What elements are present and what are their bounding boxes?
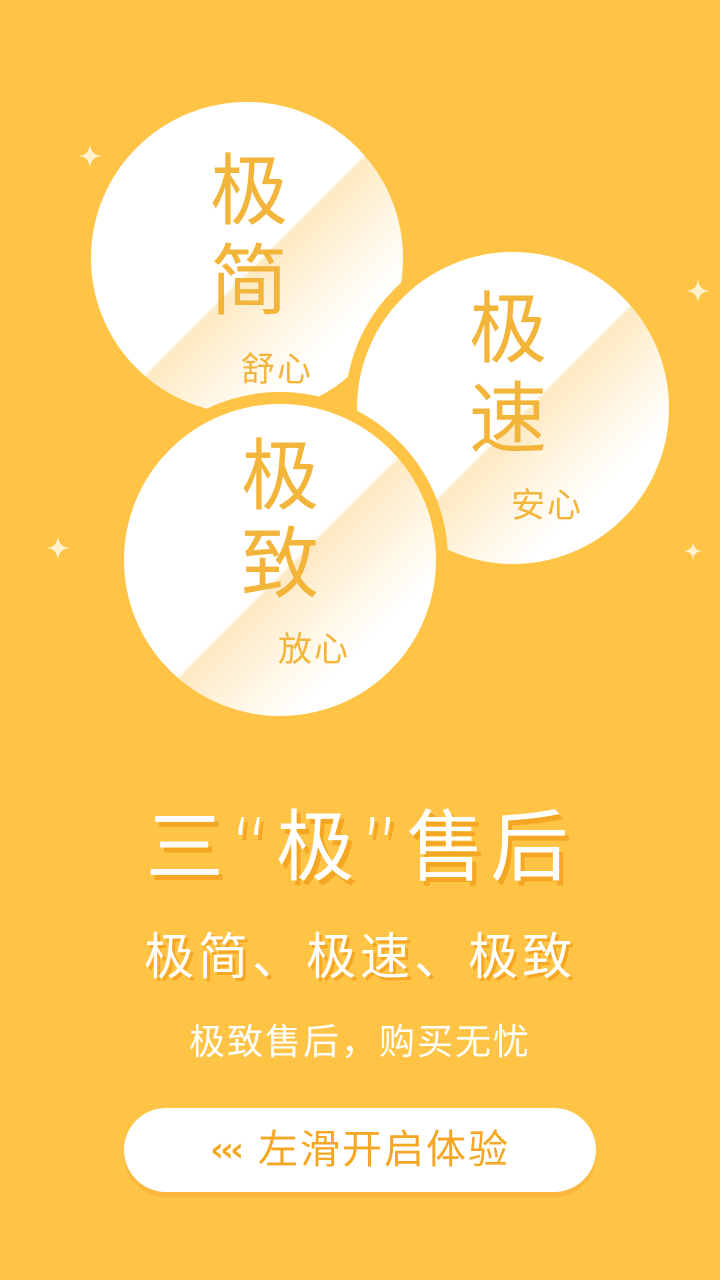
bubble-char: 简 (210, 237, 289, 327)
bubble-char: 极 (241, 432, 320, 522)
headline: 三“极”售后 (145, 803, 575, 893)
bubble-char: 极 (210, 147, 289, 237)
sparkle-icon (684, 277, 712, 305)
tagline: 极致售后，购买无忧 (188, 1022, 531, 1063)
bubble-label: 舒心 (241, 350, 313, 390)
bubble-label: 放心 (278, 630, 350, 670)
bubble-char: 极 (469, 285, 548, 375)
sparkle-icon (44, 534, 72, 562)
swipe-to-start-label: 左滑开启体验 (258, 1127, 511, 1173)
sparkle-icon (682, 540, 704, 562)
swipe-to-start-button[interactable]: ‹‹‹ 左滑开启体验 (124, 1108, 596, 1192)
bubble-char: 速 (469, 375, 548, 465)
subheadline: 极简、极速、极致 (144, 928, 576, 986)
feature-bubble-ultimate: 极 致 放心 (112, 392, 448, 728)
chevron-left-icon: ‹‹‹ (209, 1130, 244, 1170)
bubble-label: 安心 (511, 486, 583, 526)
bubble-char: 致 (241, 520, 320, 610)
sparkle-icon (76, 142, 104, 170)
